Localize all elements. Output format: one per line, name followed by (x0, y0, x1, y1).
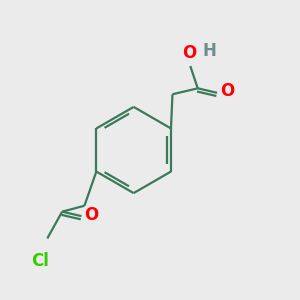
Text: O: O (84, 206, 99, 224)
Text: H: H (202, 42, 216, 60)
Text: Cl: Cl (31, 252, 49, 270)
Text: O: O (182, 44, 196, 62)
Text: O: O (220, 82, 234, 100)
